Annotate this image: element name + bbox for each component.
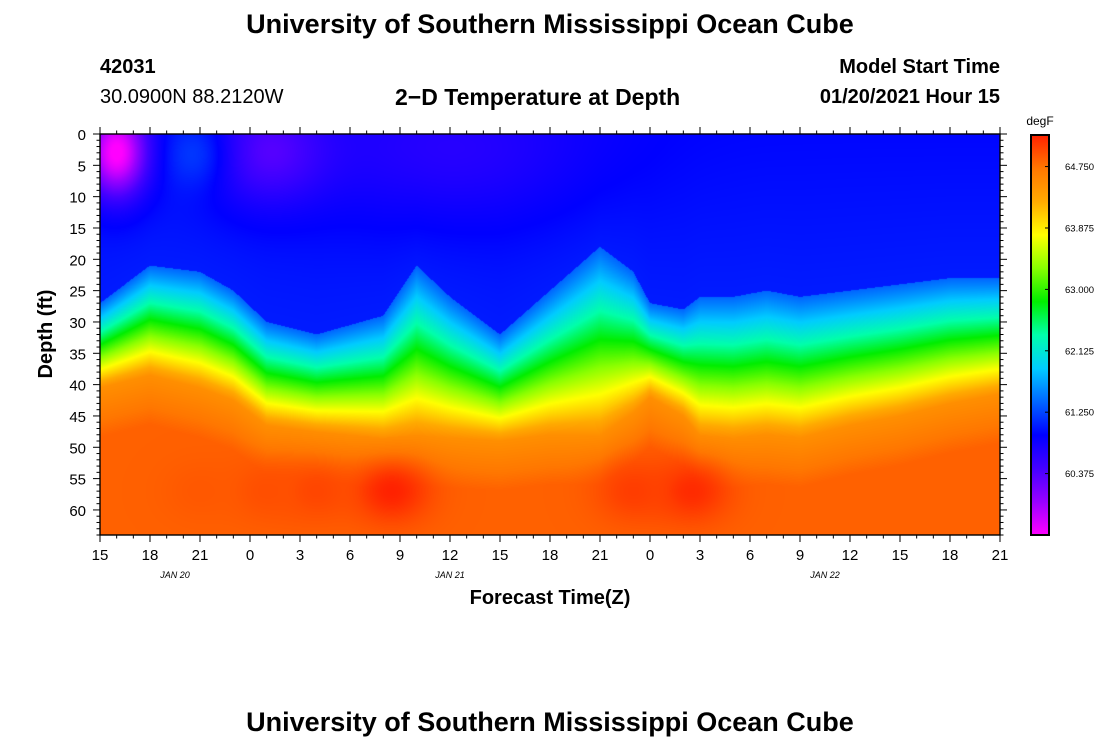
x-tick-label: 9 [796, 547, 804, 564]
page-title: University of Southern Mississippi Ocean… [246, 9, 854, 39]
colorbar-tick-label: 60.375 [1065, 469, 1094, 480]
footer-title: University of Southern Mississippi Ocean… [246, 707, 854, 737]
y-tick-label: 40 [69, 378, 86, 395]
x-tick-label: 18 [942, 547, 959, 564]
colorbar-tick-label: 63.875 [1065, 223, 1094, 234]
y-tick-label: 35 [69, 346, 86, 363]
x-tick-label: 21 [992, 547, 1009, 564]
date-label: JAN 22 [809, 570, 840, 580]
heatmap-plot-area [100, 134, 1000, 535]
colorbar-tick-label: 61.250 [1065, 408, 1094, 419]
y-tick-label: 50 [69, 440, 86, 457]
date-label: JAN 20 [159, 570, 190, 580]
y-tick-label: 20 [69, 252, 86, 269]
x-tick-label: 15 [492, 547, 509, 564]
x-tick-label: 12 [442, 547, 459, 564]
y-tick-label: 45 [69, 409, 86, 426]
x-tick-label: 12 [842, 547, 859, 564]
y-tick-label: 0 [78, 127, 86, 144]
date-label: JAN 21 [434, 570, 465, 580]
x-tick-label: 3 [296, 547, 304, 564]
x-tick-label: 9 [396, 547, 404, 564]
y-tick-label: 15 [69, 221, 86, 238]
y-tick-label: 55 [69, 472, 86, 489]
colorbar [1030, 134, 1050, 536]
colorbar-tick-label: 63.000 [1065, 285, 1094, 296]
colorbar-tick-label: 62.125 [1065, 346, 1094, 357]
y-axis-label: Depth (ft) [35, 290, 57, 379]
y-tick-label: 5 [78, 158, 86, 175]
x-tick-label: 6 [346, 547, 354, 564]
x-axis-label: Forecast Time(Z) [470, 587, 631, 609]
y-tick-label: 25 [69, 284, 86, 301]
y-tick-label: 30 [69, 315, 86, 332]
x-tick-label: 3 [696, 547, 704, 564]
model-start-label: Model Start Time [839, 56, 1000, 78]
x-tick-label: 21 [592, 547, 609, 564]
y-tick-label: 60 [69, 503, 86, 520]
colorbar-unit: degF [1026, 114, 1053, 128]
x-tick-label: 15 [892, 547, 909, 564]
x-tick-label: 18 [142, 547, 159, 564]
colorbar-tick-label: 64.750 [1065, 162, 1094, 173]
station-coordinates: 30.0900N 88.2120W [100, 86, 284, 108]
x-tick-label: 15 [92, 547, 109, 564]
x-tick-label: 21 [192, 547, 209, 564]
y-tick-label: 10 [69, 190, 86, 207]
station-id: 42031 [100, 56, 156, 78]
x-tick-label: 6 [746, 547, 754, 564]
x-tick-label: 0 [646, 547, 654, 564]
model-start-value: 01/20/2021 Hour 15 [819, 86, 1000, 108]
x-tick-label: 0 [246, 547, 254, 564]
x-tick-label: 18 [542, 547, 559, 564]
chart-subtitle: 2−D Temperature at Depth [395, 84, 681, 110]
